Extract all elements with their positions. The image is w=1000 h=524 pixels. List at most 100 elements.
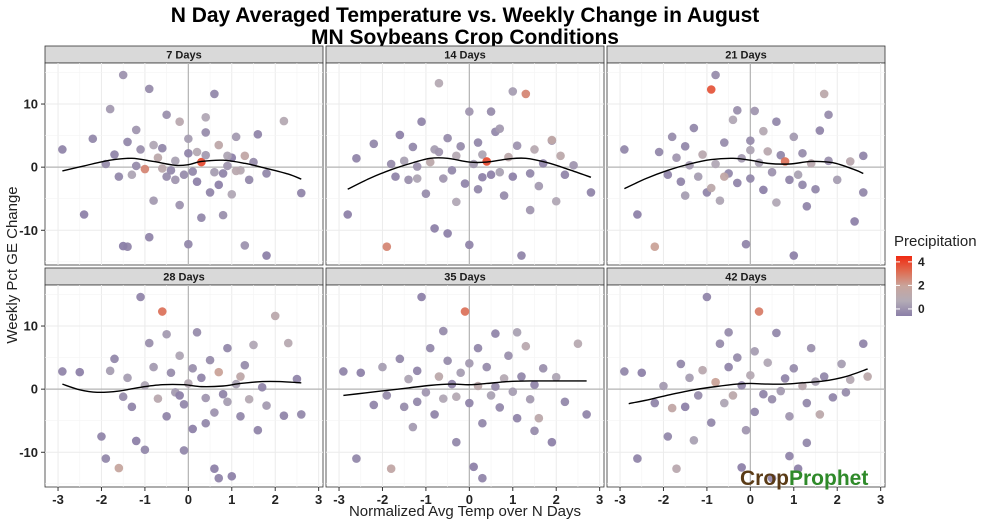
data-point — [425, 343, 435, 353]
data-point — [499, 374, 509, 383]
data-point — [114, 463, 124, 473]
data-point — [776, 386, 786, 396]
data-point — [352, 454, 361, 463]
data-point — [179, 446, 189, 455]
data-point — [391, 172, 400, 181]
data-point — [227, 471, 237, 481]
data-point — [223, 161, 232, 171]
data-point — [227, 190, 237, 199]
data-point — [417, 117, 426, 127]
data-point — [210, 89, 219, 99]
y-tick-label: 0 — [31, 160, 38, 175]
data-point — [672, 153, 681, 162]
data-point — [279, 411, 289, 420]
data-point — [97, 432, 106, 441]
panel-background — [44, 62, 324, 266]
data-point — [806, 343, 816, 353]
data-point — [201, 150, 211, 160]
x-tick-label: 2 — [834, 492, 841, 507]
legend-title: Precipitation — [894, 233, 977, 250]
data-point — [58, 145, 67, 154]
data-point — [530, 145, 539, 154]
legend-tick-label: 4 — [918, 255, 925, 269]
data-point — [491, 382, 500, 391]
data-point — [837, 359, 846, 369]
data-point — [179, 170, 189, 180]
data-point — [650, 398, 660, 408]
data-point — [551, 196, 561, 206]
data-point — [253, 130, 263, 139]
data-point — [395, 354, 405, 364]
data-point — [131, 436, 141, 446]
data-point — [650, 242, 660, 251]
data-point — [378, 362, 387, 372]
data-point — [772, 328, 781, 338]
data-point — [845, 375, 855, 384]
data-point — [184, 239, 193, 249]
data-point — [715, 196, 725, 205]
data-point — [58, 367, 67, 376]
data-point — [292, 374, 302, 384]
data-point — [223, 343, 232, 353]
data-point — [452, 151, 461, 161]
facet-strip-label: 21 Days — [725, 50, 767, 62]
data-point — [171, 156, 180, 166]
data-point — [140, 381, 150, 390]
data-point — [676, 359, 686, 369]
data-point — [633, 210, 642, 219]
x-tick-label: 3 — [877, 492, 884, 507]
data-point — [706, 418, 716, 427]
data-point — [534, 413, 544, 423]
data-point — [382, 391, 392, 400]
data-point — [465, 107, 474, 116]
y-tick-label: 10 — [24, 319, 38, 334]
data-point — [201, 418, 211, 428]
data-point — [131, 161, 141, 171]
data-point — [404, 175, 413, 185]
data-point — [504, 351, 513, 361]
data-point — [262, 169, 271, 178]
x-tick-label: 1 — [228, 492, 235, 507]
data-point — [819, 372, 829, 381]
data-point — [512, 413, 522, 423]
data-point — [236, 372, 245, 381]
smooth-trend-line — [343, 380, 587, 397]
data-point — [495, 124, 505, 133]
data-point — [759, 389, 768, 399]
data-point — [689, 435, 699, 445]
data-point — [633, 454, 642, 463]
data-point — [149, 362, 158, 372]
data-point — [491, 329, 500, 338]
data-point — [711, 70, 720, 80]
data-point — [828, 393, 838, 402]
data-point — [131, 125, 141, 135]
data-point — [205, 188, 215, 197]
data-point — [236, 412, 245, 421]
data-point — [153, 153, 163, 162]
data-point — [296, 188, 306, 198]
data-point — [188, 167, 197, 176]
y-tick-label: -10 — [19, 445, 38, 460]
data-point — [257, 382, 267, 392]
data-point — [858, 188, 868, 197]
x-tick-label: 1 — [509, 492, 516, 507]
data-point — [404, 374, 413, 384]
data-point — [421, 388, 431, 397]
x-tick-label: -1 — [139, 492, 151, 507]
data-point — [456, 142, 465, 151]
data-point — [733, 353, 742, 362]
data-point — [75, 367, 85, 377]
data-point — [789, 132, 799, 142]
data-point — [210, 167, 219, 177]
data-point — [279, 116, 289, 126]
data-point — [210, 464, 219, 473]
data-point — [443, 133, 452, 143]
data-point — [858, 151, 868, 161]
data-point — [149, 140, 158, 150]
data-point — [569, 160, 578, 170]
data-point — [486, 391, 496, 400]
data-point — [162, 172, 171, 181]
data-point — [746, 174, 755, 183]
x-tick-label: -3 — [333, 492, 345, 507]
data-point — [118, 392, 128, 402]
